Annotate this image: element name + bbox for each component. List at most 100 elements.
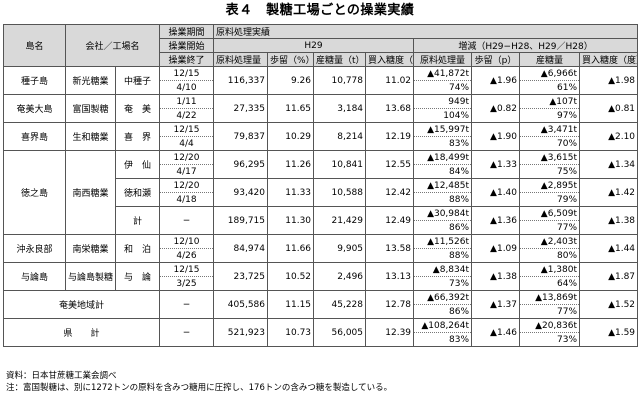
company-cell: 南栄糖業: [65, 234, 116, 263]
total-label: 県 計: [2, 318, 161, 347]
change-raw-pct: 84%: [413, 164, 473, 179]
note-remark: 注：富国製糖は、別に1272トンの原料を含みつ糖用に圧搾し、176トンの含みつ糖…: [6, 383, 393, 393]
change-sugar: ▲6,509t: [519, 206, 581, 221]
brix-value: 12.19: [365, 122, 415, 151]
island-cell: 種子島: [3, 66, 66, 95]
change-yield: ▲1.40: [471, 178, 521, 207]
change-brix: ▲1.98: [579, 66, 639, 95]
table-row: 徳和瀬 12/20 93,420 11.33 10,588 12.42 ▲12,485t ▲1…: [4, 178, 639, 207]
change-sugar-pct: 61%: [519, 80, 581, 95]
company-cell: 南西糖業: [65, 150, 116, 235]
change-sugar: ▲107t: [519, 94, 581, 109]
change-raw: ▲18,499t: [413, 150, 473, 165]
header-start: 操業開始: [159, 38, 215, 53]
raw-amount: 116,337: [213, 66, 269, 95]
brix-value: 12.39: [365, 318, 415, 347]
factory-cell: 伊 仙: [114, 150, 161, 179]
table-row-sub: 86% 77%: [4, 304, 638, 319]
change-brix: ▲2.10: [579, 122, 639, 151]
sugar-amount: 56,005: [313, 318, 367, 347]
change-raw-pct: 86%: [413, 220, 473, 235]
header-sugar: 産糖量（t）: [313, 52, 367, 67]
header-brix: 買入糖度（度）: [365, 52, 415, 67]
island-cell: 与論島: [3, 262, 66, 291]
change-brix: ▲1.52: [579, 290, 639, 319]
change-raw: ▲66,392t: [413, 290, 473, 305]
end-date: 4/4: [159, 136, 215, 151]
table-row: 徳之島 南西糖業伊 仙 12/20 96,295 11.26 10,841 12.55 ▲18…: [3, 150, 639, 235]
change-brix: ▲1.87: [579, 262, 639, 291]
table-row: 奄美地域計 −405,586 11.15 45,228 12.78 ▲66,392t ▲1.…: [2, 290, 639, 319]
change-raw: ▲8,834t: [413, 262, 473, 277]
header-company-factory: 会社／工場名: [64, 24, 161, 67]
end-date: 4/22: [159, 108, 215, 123]
change-sugar-pct: 80%: [519, 248, 581, 263]
change-raw-pct: 83%: [413, 332, 473, 347]
change-brix: ▲1.44: [579, 234, 639, 263]
table-row: 種子島 新光糖業 中種子 12/15 116,337 9.26 10,778 11.02 ▲41…: [3, 66, 639, 95]
sugar-amount: 10,588: [313, 178, 367, 207]
island-cell: 沖永良部: [3, 234, 66, 263]
change-sugar: ▲3,471t: [519, 122, 581, 137]
change-yield: ▲1.36: [471, 206, 521, 235]
change-yield: ▲1.46: [471, 318, 521, 347]
change-raw: 949t: [413, 94, 473, 109]
notes: 資料：日本甘蔗糖工業会調べ 注：富国製糖は、別に1272トンの原料を含みつ糖用に…: [6, 370, 392, 394]
company-cell: 新光糖業: [65, 66, 116, 95]
yield-value: 10.73: [267, 318, 315, 347]
change-yield: ▲1.90: [471, 122, 521, 151]
start-date: −: [159, 318, 215, 347]
change-sugar-pct: 75%: [519, 164, 581, 179]
change-raw-pct: 83%: [413, 136, 473, 151]
change-brix: ▲1.42: [579, 178, 639, 207]
header-d-yield: 歩留（p）: [471, 52, 521, 67]
table-row: 沖永良部 南栄糖業和 泊 12/10 84,974 11.66 9,905 13.58 ▲11…: [3, 234, 639, 263]
change-sugar: ▲2,895t: [519, 178, 581, 193]
change-sugar-pct: 97%: [519, 108, 581, 123]
yield-value: 10.29: [267, 122, 315, 151]
table-row: 与論島 与論島製糖与 論 12/15 23,725 10.52 2,496 13.13 ▲8,…: [3, 262, 639, 291]
table-row-sub: 4/18 88% 79%: [4, 192, 638, 207]
end-date: 4/17: [159, 164, 215, 179]
yield-value: 9.26: [267, 66, 315, 95]
change-brix: ▲1.59: [579, 318, 639, 347]
end-date: 4/10: [159, 80, 215, 95]
raw-amount: 84,974: [213, 234, 269, 263]
brix-value: 13.58: [365, 234, 415, 263]
change-sugar: ▲2,403t: [519, 234, 581, 249]
sugar-amount: 9,905: [313, 234, 367, 263]
factory-cell: 和 泊: [114, 234, 161, 263]
company-cell: 生和糖業: [65, 122, 116, 151]
raw-amount: 96,295: [213, 150, 269, 179]
table-row-sub: 4/10 74% 61%: [4, 80, 638, 95]
sugar-amount: 2,496: [313, 262, 367, 291]
start-date: 1/11: [159, 94, 215, 109]
change-sugar: ▲1,380t: [519, 262, 581, 277]
change-yield: ▲1.33: [471, 150, 521, 179]
yield-value: 11.33: [267, 178, 315, 207]
table-row-sub: 4/26 88% 80%: [4, 248, 638, 263]
change-sugar-pct: 64%: [519, 276, 581, 291]
table-row-sub: 83% 73%: [4, 332, 638, 347]
note-source: 資料：日本甘蔗糖工業会調べ: [6, 371, 117, 381]
sugar-amount: 45,228: [313, 290, 367, 319]
change-yield: ▲1.37: [471, 290, 521, 319]
raw-amount: 521,923: [213, 318, 269, 347]
raw-amount: 405,586: [213, 290, 269, 319]
change-raw: ▲15,997t: [413, 122, 473, 137]
header-period: 操業期間: [159, 24, 215, 39]
header-d-raw: 原料処理量: [413, 52, 473, 67]
change-sugar: ▲3,615t: [519, 150, 581, 165]
change-sugar-pct: 70%: [519, 136, 581, 151]
sugar-amount: 8,214: [313, 122, 367, 151]
change-raw: ▲30,984t: [413, 206, 473, 221]
raw-amount: 93,420: [213, 178, 269, 207]
change-raw-pct: 104%: [413, 108, 473, 123]
yield-value: 11.66: [267, 234, 315, 263]
change-raw: ▲11,526t: [413, 234, 473, 249]
change-yield: ▲1.38: [471, 262, 521, 291]
brix-value: 12.42: [365, 178, 415, 207]
factory-cell: 中種子: [114, 66, 161, 95]
yield-value: 11.30: [267, 206, 315, 235]
header-raw-amount: 原料処理量（t）: [213, 52, 269, 67]
